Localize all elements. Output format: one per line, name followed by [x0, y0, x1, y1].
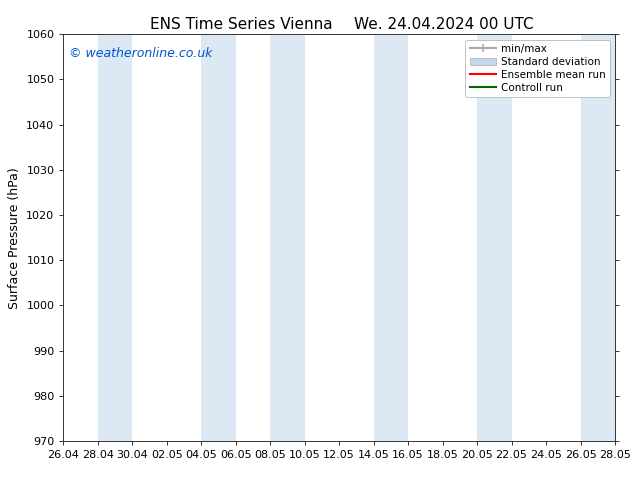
Y-axis label: Surface Pressure (hPa): Surface Pressure (hPa)	[8, 167, 21, 309]
Bar	[98, 34, 133, 441]
Text: © weatheronline.co.uk: © weatheronline.co.uk	[69, 47, 212, 59]
Bar	[581, 34, 615, 441]
Legend: min/max, Standard deviation, Ensemble mean run, Controll run: min/max, Standard deviation, Ensemble me…	[465, 40, 610, 97]
Bar	[477, 34, 512, 441]
Bar	[270, 34, 305, 441]
Text: ENS Time Series Vienna: ENS Time Series Vienna	[150, 17, 332, 32]
Text: We. 24.04.2024 00 UTC: We. 24.04.2024 00 UTC	[354, 17, 534, 32]
Bar	[373, 34, 408, 441]
Bar	[202, 34, 236, 441]
